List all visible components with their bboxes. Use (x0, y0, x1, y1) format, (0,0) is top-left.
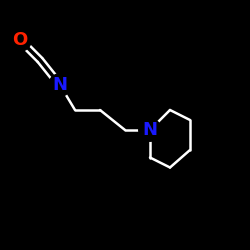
Text: O: O (12, 31, 28, 49)
Circle shape (139, 119, 161, 141)
Text: N: N (142, 121, 158, 139)
Text: N: N (52, 76, 68, 94)
Circle shape (9, 29, 31, 51)
Circle shape (49, 74, 71, 96)
